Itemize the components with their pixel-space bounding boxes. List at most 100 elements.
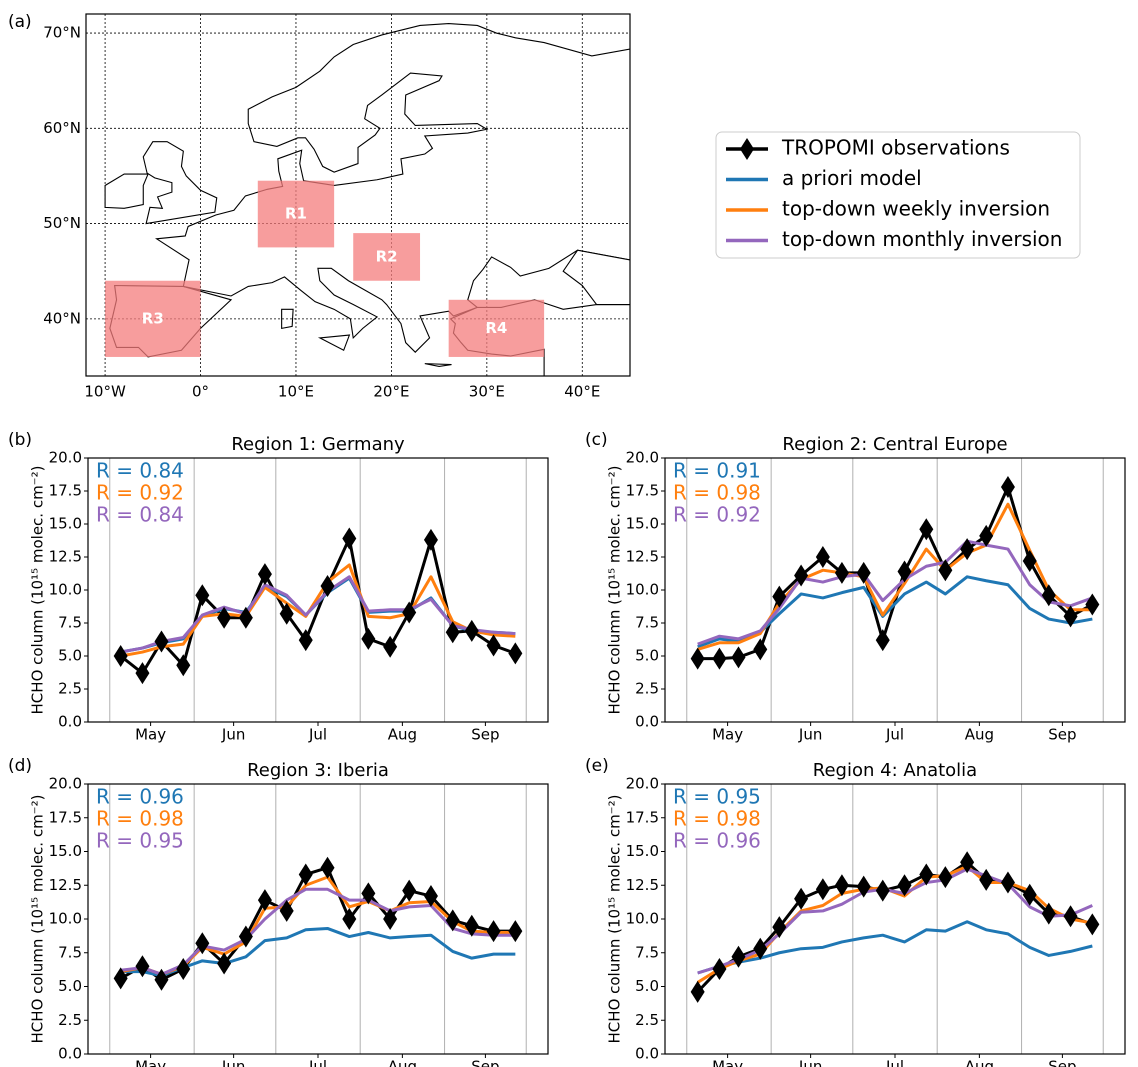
chart-title: Region 3: Iberia: [247, 760, 389, 781]
r-annotation: R = 0.92: [673, 503, 761, 527]
marker: [257, 563, 272, 586]
marker: [279, 899, 294, 922]
marker: [445, 909, 460, 932]
y-tick-label: 5.0: [635, 647, 659, 665]
r-annotation: R = 0.98: [673, 481, 761, 505]
marker: [938, 559, 953, 582]
legend-label: top-down monthly inversion: [782, 227, 1062, 251]
marker: [753, 937, 768, 960]
y-tick-label: 40°N: [43, 309, 81, 327]
land: [142, 141, 218, 225]
y-tick-label: 70°N: [43, 24, 81, 42]
marker: [217, 952, 232, 975]
y-tick-label: 12.5: [626, 548, 659, 566]
y-tick-label: 5.0: [635, 977, 659, 995]
x-tick-label: 40°E: [564, 383, 600, 401]
x-tick-label: Sep: [471, 726, 499, 744]
panel-label: (e): [585, 756, 609, 776]
series-line: [120, 575, 516, 654]
region-box: [448, 299, 545, 357]
marker: [298, 629, 313, 652]
y-tick-label: 7.5: [635, 943, 659, 961]
x-tick-label: May: [712, 1058, 743, 1067]
x-tick-label: Jun: [221, 726, 245, 744]
region-label: R1: [285, 205, 307, 223]
marker: [486, 634, 501, 657]
r-annotation: R = 0.84: [96, 459, 184, 483]
marker: [979, 868, 994, 891]
series-line: [696, 860, 1093, 993]
y-axis-label: HCHO column (10¹⁵ molec. cm⁻²): [606, 466, 624, 715]
y-axis-label: HCHO column (10¹⁵ molec. cm⁻²): [29, 795, 47, 1044]
marker: [1022, 549, 1037, 572]
marker: [1022, 883, 1037, 906]
marker: [257, 889, 272, 912]
region-label: R3: [142, 309, 164, 327]
y-tick-label: 7.5: [58, 943, 82, 961]
marker: [1063, 905, 1078, 928]
marker: [176, 654, 191, 677]
y-tick-label: 15.0: [626, 515, 659, 533]
y-tick-label: 7.5: [635, 614, 659, 632]
series-line: [696, 864, 1093, 984]
x-tick-label: Sep: [1048, 726, 1076, 744]
legend-label: a priori model: [782, 166, 922, 190]
marker: [772, 916, 787, 939]
r-annotation: R = 0.98: [673, 807, 761, 831]
x-tick-label: Jun: [221, 1058, 245, 1067]
series-line: [697, 920, 1093, 975]
y-tick-label: 0.0: [635, 713, 659, 731]
marker: [753, 638, 768, 661]
marker: [298, 863, 313, 886]
y-tick-label: 20.0: [626, 775, 659, 793]
region-box: [257, 180, 335, 248]
y-tick-label: 5.0: [58, 977, 82, 995]
y-tick-label: 2.5: [58, 1011, 82, 1029]
region-box: [353, 233, 421, 281]
marker: [856, 561, 871, 584]
marker: [815, 878, 830, 901]
y-tick-label: 50°N: [43, 214, 81, 232]
y-tick-label: 15.0: [49, 842, 82, 860]
marker: [279, 602, 294, 625]
x-tick-label: 20°E: [373, 383, 409, 401]
marker: [508, 642, 523, 665]
axes-frame: [87, 783, 549, 1055]
marker: [342, 908, 357, 930]
marker: [361, 627, 376, 650]
marker: [938, 866, 953, 889]
y-axis-label: HCHO column (10¹⁵ molec. cm⁻²): [29, 466, 47, 715]
marker: [195, 584, 210, 607]
y-tick-label: 10.0: [626, 910, 659, 928]
marker: [113, 967, 128, 990]
series-line: [120, 576, 516, 654]
marker: [320, 575, 335, 598]
y-tick-label: 15.0: [626, 842, 659, 860]
marker: [979, 524, 994, 547]
y-tick-label: 12.5: [49, 876, 82, 894]
marker: [919, 863, 934, 886]
x-tick-label: Aug: [388, 1058, 417, 1067]
legend-box: [715, 131, 1081, 259]
y-tick-label: 17.5: [626, 482, 659, 500]
marker: [361, 882, 376, 905]
marker: [731, 945, 746, 968]
marker: [508, 920, 523, 943]
marker: [1041, 584, 1056, 607]
y-tick-label: 17.5: [626, 808, 659, 826]
map-frame: [85, 13, 631, 377]
marker: [154, 630, 169, 653]
marker: [690, 647, 705, 670]
legend-label: top-down weekly inversion: [782, 197, 1050, 221]
x-tick-label: Jul: [308, 1058, 327, 1067]
r-annotation: R = 0.91: [673, 459, 761, 483]
marker: [712, 647, 727, 670]
marker: [423, 885, 438, 908]
land: [562, 249, 630, 306]
marker: [960, 538, 975, 561]
legend-marker: [740, 138, 754, 160]
marker: [402, 601, 417, 624]
marker: [772, 585, 787, 608]
series-line: [697, 539, 1093, 646]
